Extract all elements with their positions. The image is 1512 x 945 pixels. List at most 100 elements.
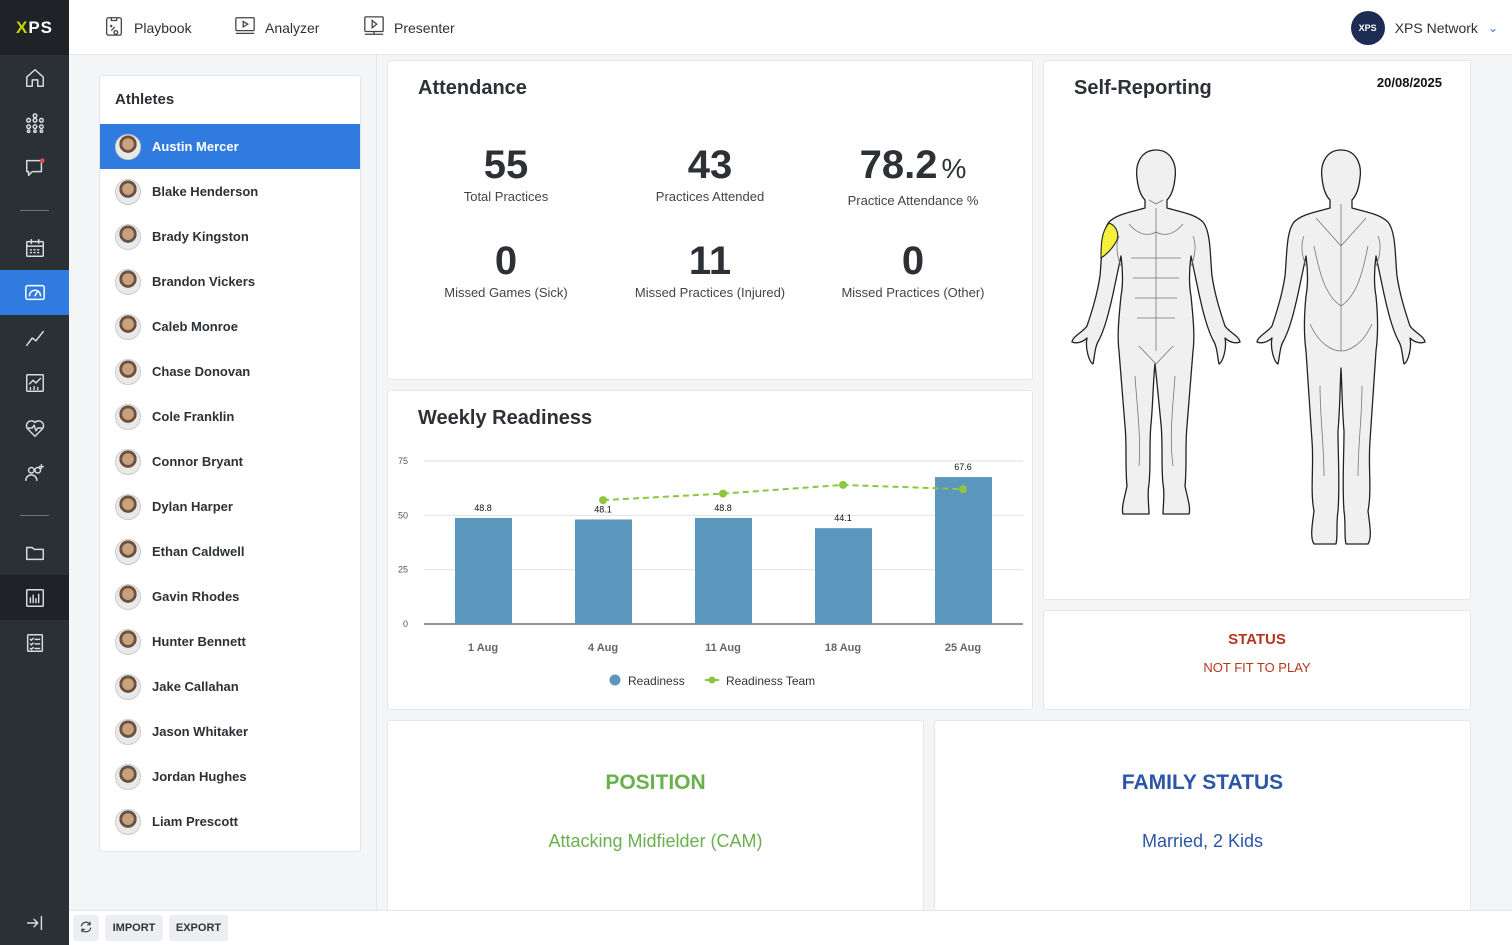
status-card: STATUS NOT FIT TO PLAY	[1043, 610, 1471, 710]
stat-value: 43	[687, 143, 733, 187]
athlete-name: Dylan Harper	[152, 499, 233, 514]
app-logo[interactable]: X PS	[0, 0, 69, 55]
nav-playbook[interactable]: Playbook	[103, 0, 192, 55]
athlete-name: Cole Franklin	[152, 409, 235, 424]
analyzer-icon	[234, 15, 256, 40]
athlete-name: Brandon Vickers	[152, 274, 256, 289]
refresh-button[interactable]	[73, 915, 99, 941]
bar-data-label: 48.8	[714, 503, 732, 513]
nav-analyzer[interactable]: Analyzer	[234, 0, 319, 55]
athlete-item[interactable]: Jason Whitaker	[100, 709, 360, 754]
athlete-item[interactable]: Austin Mercer	[100, 124, 360, 169]
athlete-name: Gavin Rhodes	[152, 589, 240, 604]
athlete-name: Jordan Hughes	[152, 769, 247, 784]
athletes-area: Athletes Austin Mercer Blake Henderson Bra…	[69, 55, 377, 910]
athlete-item[interactable]: Ethan Caldwell	[100, 529, 360, 574]
athlete-name: Ethan Caldwell	[152, 544, 245, 559]
trend-icon[interactable]	[0, 315, 69, 360]
athlete-item[interactable]: Brandon Vickers	[100, 259, 360, 304]
bar-data-label: 44.1	[834, 513, 852, 523]
refresh-icon	[79, 920, 93, 937]
export-button[interactable]: EXPORT	[169, 915, 228, 941]
avatar	[115, 538, 141, 565]
rail-divider	[20, 515, 49, 516]
athlete-item[interactable]: Dylan Harper	[100, 484, 360, 529]
rail-divider	[20, 210, 49, 211]
collapse-icon[interactable]	[0, 900, 69, 945]
stat-value: 11	[688, 239, 732, 283]
checklist-icon[interactable]	[0, 620, 69, 665]
network-switcher[interactable]: XPS XPS Network ⌄	[1350, 0, 1498, 55]
athlete-item[interactable]: Jordan Hughes	[100, 754, 360, 799]
stat-missed-practices-other: 0 Missed Practices (Other)	[813, 239, 1013, 300]
legend-label-readiness: Readiness	[628, 674, 685, 688]
avatar	[115, 403, 141, 430]
stat-value: 0	[494, 239, 518, 283]
athlete-name: Connor Bryant	[152, 454, 243, 469]
body-back-diagram[interactable]	[1254, 146, 1429, 551]
reports-icon[interactable]	[0, 360, 69, 405]
athlete-item[interactable]: Brady Kingston	[100, 214, 360, 259]
calendar-icon[interactable]	[0, 225, 69, 270]
team-icon[interactable]	[0, 100, 69, 145]
athletes-panel: Athletes Austin Mercer Blake Henderson Bra…	[99, 75, 361, 852]
position-card: POSITION Attacking Midfielder (CAM)	[387, 720, 924, 920]
x-tick-label: 11 Aug	[705, 642, 741, 654]
page-scrollbar[interactable]	[1482, 55, 1512, 910]
presenter-icon	[363, 15, 385, 40]
athletes-list: Austin Mercer Blake Henderson Brady Kingst…	[100, 124, 360, 844]
self-reporting-card: Self-Reporting 20/08/2025	[1043, 60, 1471, 600]
x-tick-label: 18 Aug	[825, 642, 861, 654]
nav-presenter-label: Presenter	[394, 19, 455, 36]
nav-presenter[interactable]: Presenter	[363, 0, 455, 55]
health-icon[interactable]	[0, 405, 69, 450]
athlete-item[interactable]: Gavin Rhodes	[100, 574, 360, 619]
y-tick-label: 0	[403, 619, 408, 629]
athlete-name: Hunter Bennett	[152, 634, 246, 649]
avatar	[115, 268, 141, 295]
stat-value: 55	[483, 143, 529, 187]
athlete-item[interactable]: Cole Franklin	[100, 394, 360, 439]
athlete-item[interactable]: Connor Bryant	[100, 439, 360, 484]
add-users-icon[interactable]	[0, 450, 69, 495]
legend-label-team: Readiness Team	[726, 674, 815, 688]
playbook-icon	[103, 15, 125, 40]
athlete-name: Caleb Monroe	[152, 319, 238, 334]
y-tick-label: 75	[398, 456, 408, 466]
readiness-bar	[815, 528, 872, 624]
stat-missed-games-sick: 0 Missed Games (Sick)	[406, 239, 606, 300]
athlete-name: Blake Henderson	[152, 184, 259, 199]
athlete-item[interactable]: Jake Callahan	[100, 664, 360, 709]
stat-attendance-percent: 78.2% Practice Attendance %	[813, 143, 1013, 208]
bar-data-label: 48.8	[474, 503, 492, 513]
stat-missed-practices-injured: 11 Missed Practices (Injured)	[610, 239, 810, 300]
stat-label: Total Practices	[463, 189, 549, 204]
athlete-item[interactable]: Liam Prescott	[100, 799, 360, 844]
body-front-diagram[interactable]	[1069, 146, 1244, 526]
stats-icon[interactable]	[0, 575, 69, 620]
athlete-item[interactable]: Blake Henderson	[100, 169, 360, 214]
stat-unit: %	[941, 153, 967, 184]
x-tick-label: 25 Aug	[945, 642, 981, 654]
x-tick-label: 4 Aug	[588, 642, 618, 654]
team-point	[599, 496, 607, 505]
stat-value: 0	[901, 239, 925, 283]
stat-label: Practices Attended	[655, 189, 765, 204]
athlete-item[interactable]: Caleb Monroe	[100, 304, 360, 349]
family-status-heading: FAMILY STATUS	[1121, 771, 1284, 794]
stat-label: Missed Games (Sick)	[444, 285, 568, 300]
avatar	[115, 808, 141, 835]
bar-data-label: 67.6	[954, 462, 972, 472]
dashboard-icon[interactable]	[0, 270, 69, 315]
home-icon[interactable]	[0, 55, 69, 100]
readiness-title: Weekly Readiness	[418, 407, 593, 429]
messages-icon[interactable]	[0, 145, 69, 190]
x-tick-label: 1 Aug	[468, 642, 498, 654]
import-button[interactable]: IMPORT	[105, 915, 163, 941]
avatar	[115, 673, 141, 700]
athlete-item[interactable]: Chase Donovan	[100, 349, 360, 394]
legend-marker-team	[708, 676, 716, 684]
athlete-item[interactable]: Hunter Bennett	[100, 619, 360, 664]
network-label: XPS Network	[1394, 19, 1478, 36]
folder-icon[interactable]	[0, 530, 69, 575]
